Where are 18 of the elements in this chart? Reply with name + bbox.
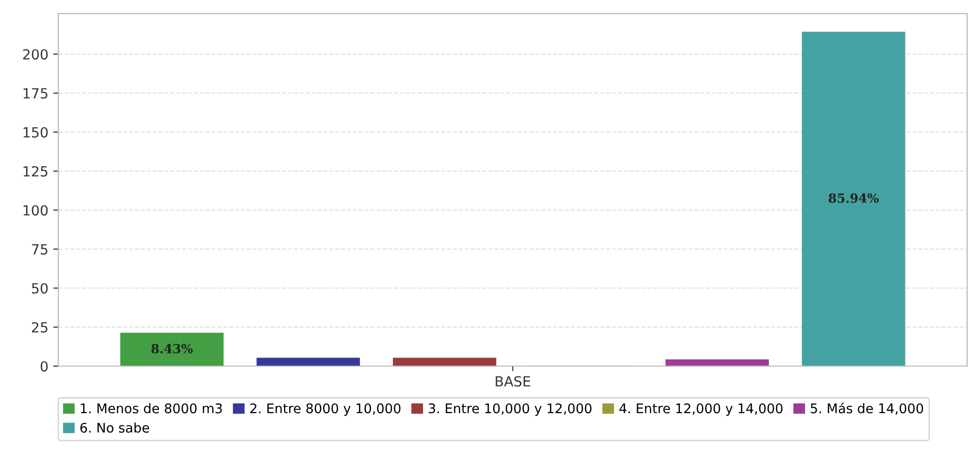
y-tick-label: 150 [24,127,48,138]
annotation: 8.43% [151,344,193,354]
y-tick-label: 100 [24,205,48,216]
y-tick-label: 75 [32,244,48,255]
legend-label: 5. Más de 14,000 [810,402,924,415]
y-tick-label: 175 [24,88,48,99]
legend-label: 1. Menos de 8000 m3 [80,403,222,414]
y-tick-label: 25 [32,322,48,333]
y-tick-label: 125 [24,166,48,177]
legend-label: 6. No sabe [80,422,150,433]
annotation: 85.94% [828,193,879,203]
y-tick-label: 50 [32,283,48,294]
legend-label: 2. Entre 8000 y 10,000 [250,403,400,416]
x-tick-label: BASE [496,376,530,387]
legend-label: 4. Entre 12,000 y 14,000 [619,403,783,416]
legend-label: 3. Entre 10,000 y 12,000 [428,403,592,416]
y-tick-label: 0 [40,361,48,372]
y-tick-label: 200 [23,49,48,60]
